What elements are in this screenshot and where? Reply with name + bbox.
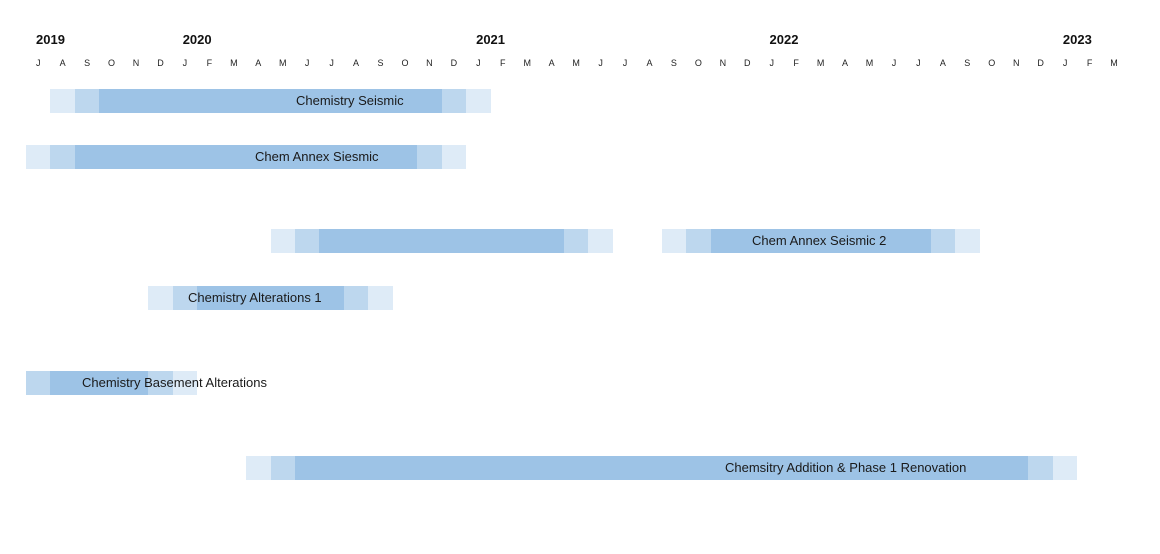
month-label: O xyxy=(401,58,409,68)
year-label: 2019 xyxy=(36,32,65,47)
month-label: J xyxy=(182,58,188,68)
month-label: D xyxy=(744,58,751,68)
month-label: J xyxy=(1062,58,1068,68)
month-label: N xyxy=(1012,58,1020,68)
task-bar: Chemistry Basement Alterations xyxy=(0,371,1160,395)
task-bar-core-segment xyxy=(197,286,344,310)
month-label: M xyxy=(816,58,825,68)
month-label: D xyxy=(450,58,458,68)
month-label: N xyxy=(719,58,727,68)
month-label: A xyxy=(548,58,555,68)
task-bar-core-segment xyxy=(294,456,1029,480)
month-label: J xyxy=(622,58,628,68)
month-label: A xyxy=(353,58,360,68)
month-label: M xyxy=(1110,58,1118,68)
month-label: O xyxy=(988,58,996,68)
year-label: 2020 xyxy=(182,32,212,47)
task-label: Chem Annex Seismic 2 xyxy=(752,233,887,248)
year-label: 2021 xyxy=(476,32,506,47)
task-bar-core-segment xyxy=(50,371,149,395)
month-label: A xyxy=(939,58,946,68)
month-label: J xyxy=(769,58,774,68)
month-label: J xyxy=(329,58,334,68)
task-label: Chemistry Alterations 1 xyxy=(188,290,322,305)
month-label: A xyxy=(59,58,66,68)
month-label: M xyxy=(865,58,874,68)
month-label: N xyxy=(426,58,433,68)
month-label: M xyxy=(523,58,531,68)
task-bar: Chemistry Seismic xyxy=(0,89,1160,113)
month-label: J xyxy=(304,58,310,68)
task-bar-core-segment xyxy=(74,145,418,169)
task-label: Chemsitry Addition & Phase 1 Renovation xyxy=(725,460,967,475)
month-label: J xyxy=(35,58,41,68)
month-label: F xyxy=(206,58,213,68)
task-label: Chem Annex Siesmic xyxy=(255,149,379,164)
month-label: D xyxy=(1037,58,1044,68)
task-bar: Chem Annex Seismic 2 xyxy=(0,229,1160,253)
month-label: M xyxy=(278,58,287,68)
month-label: N xyxy=(132,58,140,68)
year-label: 2023 xyxy=(1062,32,1092,47)
month-label: J xyxy=(916,58,921,68)
task-label: Chemistry Seismic xyxy=(296,93,404,108)
task-bar-core-segment xyxy=(710,229,931,253)
month-label: F xyxy=(1086,58,1093,68)
month-label: O xyxy=(108,58,116,68)
month-label: A xyxy=(255,58,262,68)
task-bar xyxy=(0,229,1160,253)
month-label: O xyxy=(694,58,702,68)
task-bar: Chem Annex Siesmic xyxy=(0,145,1160,169)
month-label: M xyxy=(572,58,580,68)
month-label: J xyxy=(598,58,603,68)
task-bar-core-segment xyxy=(319,229,564,253)
month-label: F xyxy=(500,58,506,68)
month-label: S xyxy=(964,58,971,68)
task-bar: Chemistry Alterations 1 xyxy=(0,286,1160,310)
month-label: J xyxy=(476,58,481,68)
month-label: A xyxy=(842,58,849,68)
month-label: D xyxy=(157,58,164,68)
year-label: 2022 xyxy=(769,32,799,47)
month-label: A xyxy=(646,58,653,68)
task-bar: Chemsitry Addition & Phase 1 Renovation xyxy=(0,456,1160,480)
month-label: S xyxy=(84,58,91,68)
month-label: F xyxy=(793,58,799,68)
month-label: M xyxy=(230,58,238,68)
task-bar-core-segment xyxy=(99,89,442,113)
month-label: S xyxy=(377,58,384,68)
month-label: J xyxy=(891,58,897,68)
month-label: S xyxy=(670,58,677,68)
task-label: Chemistry Basement Alterations xyxy=(82,375,267,390)
